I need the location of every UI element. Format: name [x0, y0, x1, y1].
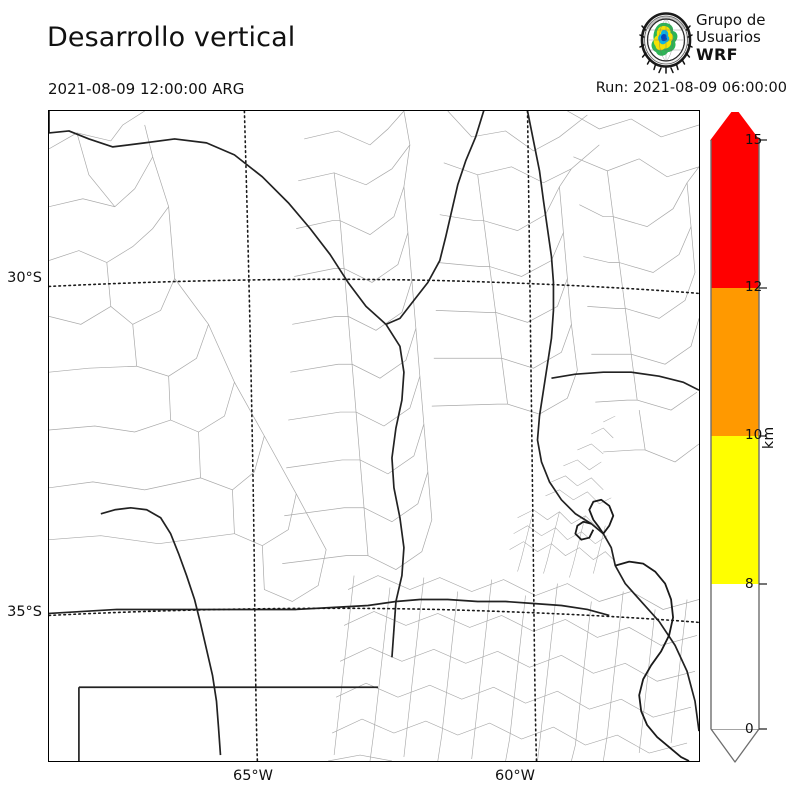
- colorbar-tick-label-8: 8: [745, 576, 754, 592]
- colorbar-tick-label-15: 15: [745, 132, 763, 148]
- graticule-lat-30s: [49, 278, 699, 295]
- logo-line-1: Grupo de: [696, 11, 766, 29]
- lon-tick-60w: 60°W: [494, 768, 536, 784]
- colorbar-tick-label-12: 12: [745, 279, 763, 295]
- lon-tick-65w: 65°W: [232, 768, 274, 784]
- valid-time-label: 2021-08-09 12:00:00 ARG: [48, 80, 245, 98]
- graticule-lat-35s: [49, 607, 699, 624]
- lat-tick-35s: 35°S: [7, 604, 42, 620]
- colorbar-band-yellow: [711, 436, 759, 584]
- colorbar-tick-label-10: 10: [745, 427, 763, 443]
- graticule-lon-60w: [526, 111, 538, 761]
- province-boundaries: [49, 111, 699, 761]
- coastline: [574, 498, 690, 761]
- model-run-label: Run: 2021-08-09 06:00:00: [595, 80, 787, 96]
- logo-line-2: Usuarios: [696, 28, 761, 46]
- logo-line-3: WRF: [696, 45, 738, 64]
- wrf-user-group-globe-emblem: [639, 12, 693, 74]
- colorbar[interactable]: 15 12 10 8 0: [705, 112, 795, 772]
- map-canvas: [49, 111, 699, 761]
- colorbar-band-orange: [711, 288, 759, 436]
- forecast-map[interactable]: [48, 110, 700, 762]
- colorbar-axis-label: km: [761, 426, 777, 450]
- colorbar-band-white: [711, 584, 759, 729]
- graticule-lon-65w: [243, 111, 259, 761]
- colorbar-over-arrow: [710, 112, 760, 141]
- lat-tick-30s: 30°S: [7, 270, 42, 286]
- colorbar-ticks: [759, 139, 767, 730]
- department-boundaries: [49, 111, 699, 761]
- colorbar-canvas: [710, 112, 767, 763]
- graticule: [49, 111, 699, 761]
- logo-text: Grupo de Usuarios WRF: [696, 12, 788, 74]
- colorbar-band-red: [711, 140, 759, 288]
- wrf-user-group-logo: Grupo de Usuarios WRF: [638, 12, 788, 74]
- page-title: Desarrollo vertical: [47, 22, 296, 53]
- colorbar-tick-label-0: 0: [745, 721, 754, 737]
